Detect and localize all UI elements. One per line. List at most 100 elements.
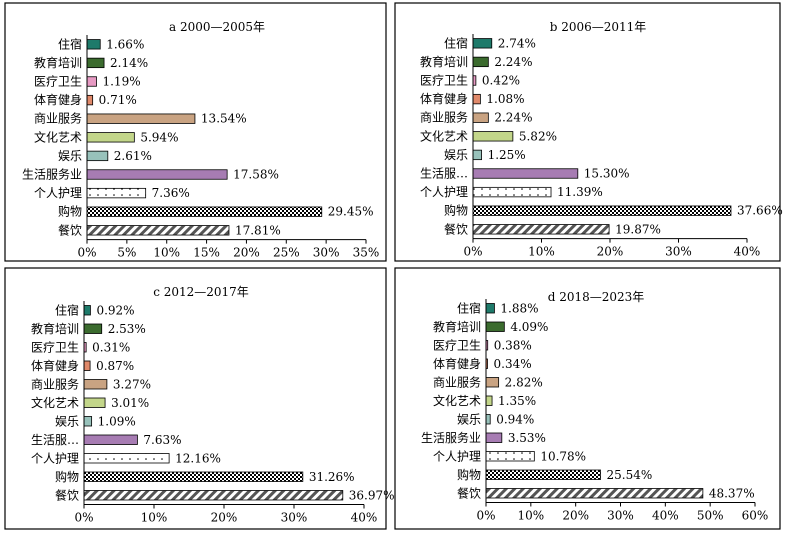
category-label: 娱乐 [457, 412, 481, 426]
category-label: 教育培训 [433, 319, 481, 334]
category-label: 教育培训 [31, 321, 79, 336]
category-label: 个人护理 [31, 451, 79, 465]
panel-b-title: b 2006—2011年 [550, 20, 647, 34]
value-label: 7.63% [143, 433, 181, 447]
bar-p0-1 [86, 57, 105, 69]
value-label: 1.25% [488, 148, 526, 162]
category-label: 商业服务 [420, 110, 468, 125]
x-tick-label: 0% [77, 246, 96, 260]
category-label: 餐饮 [444, 221, 468, 236]
value-label: 2.53% [108, 322, 146, 336]
category-label: 文化艺术 [433, 393, 481, 408]
bar-p3-8 [485, 451, 535, 462]
value-label: 48.37% [709, 486, 755, 500]
panel-d-plot: 住宿 1.88% 教育培训 4.09% 医疗卫生 0.38% 体育健身 0.34% 商业服务 2.… [421, 299, 768, 523]
bar-p1-6 [472, 149, 482, 161]
x-tick-label: 25% [273, 246, 300, 260]
bar-p1-5 [472, 131, 514, 142]
category-label: 个人护理 [433, 449, 481, 463]
category-label: 商业服务 [31, 376, 79, 391]
bar-p2-0 [83, 305, 91, 316]
value-label: 1.35% [498, 394, 536, 408]
category-label: 餐饮 [55, 487, 79, 502]
bar-p0-5 [86, 132, 135, 143]
category-label: 个人护理 [34, 186, 82, 200]
bar-p3-9 [485, 469, 601, 480]
value-label: 25.54% [607, 468, 653, 482]
x-tick-label: 5% [117, 246, 136, 260]
value-label: 0.94% [496, 412, 534, 426]
bar-p3-7 [485, 432, 503, 443]
bar-p0-3 [86, 94, 94, 106]
value-label: 0.38% [494, 338, 532, 352]
x-tick-label: 30% [313, 246, 340, 260]
category-label: 住宿 [457, 300, 481, 315]
value-label: 1.09% [98, 414, 136, 428]
category-label: 文化艺术 [31, 395, 79, 410]
value-label: 0.92% [96, 303, 134, 317]
bar-p3-6 [485, 414, 491, 425]
category-label: 娱乐 [58, 149, 82, 163]
category-label: 个人护理 [420, 185, 468, 199]
value-label: 2.82% [505, 375, 543, 389]
category-label: 医疗卫生 [420, 74, 468, 88]
category-label: 商业服务 [433, 374, 481, 389]
x-tick-label: 0% [463, 245, 482, 259]
x-tick-label: 0% [74, 511, 93, 525]
x-tick-label: 40% [351, 511, 378, 525]
value-label: 2.24% [494, 111, 532, 125]
panel-a-title: a 2000—2005年 [169, 20, 265, 34]
category-label: 教育培训 [420, 54, 468, 69]
bar-p2-10 [83, 490, 344, 501]
value-label: 0.71% [99, 93, 137, 107]
x-tick-label: 30% [281, 511, 308, 525]
bar-p3-0 [485, 303, 495, 314]
value-label: 10.78% [540, 449, 586, 463]
bar-p2-6 [83, 416, 93, 427]
value-label: 0.87% [96, 359, 134, 373]
category-label: 生活服… [420, 167, 468, 181]
category-label: 教育培训 [34, 55, 82, 70]
panel-a-frame [4, 2, 387, 262]
value-label: 29.45% [328, 205, 374, 219]
category-label: 娱乐 [55, 414, 79, 428]
x-tick-label: 60% [742, 509, 769, 523]
bar-p0-4 [86, 113, 196, 124]
category-label: 体育健身 [34, 92, 82, 107]
value-label: 1.08% [486, 92, 524, 106]
bar-p1-1 [472, 56, 489, 68]
x-tick-label: 15% [193, 246, 220, 260]
category-label: 购物 [457, 467, 481, 482]
category-label: 购物 [55, 469, 79, 484]
value-label: 12.16% [175, 451, 221, 465]
bar-p0-0 [86, 39, 101, 50]
bar-p2-1 [83, 323, 103, 334]
panel-c: c 2012—2017年 住宿 0.92% 教育培训 2.53% 医疗卫生 0.31% 体育… [4, 267, 395, 530]
value-label: 1.66% [106, 37, 144, 51]
value-label: 2.24% [494, 55, 532, 69]
panel-d-frame [394, 267, 781, 530]
value-label: 31.26% [309, 470, 355, 484]
value-label: 0.31% [92, 340, 130, 354]
value-label: 2.74% [498, 36, 536, 50]
x-tick-label: 10% [517, 509, 544, 523]
value-label: 37.66% [737, 204, 783, 218]
panel-d: d 2018—2023年 住宿 1.88% 教育培训 4.09% 医疗卫生 0.38% 体育… [394, 267, 781, 530]
x-tick-label: 10% [141, 511, 168, 525]
panel-c-plot: 住宿 0.92% 教育培训 2.53% 医疗卫生 0.31% 体育健身 0.87% 商业服务 3.… [31, 301, 395, 525]
category-label: 体育健身 [31, 358, 79, 373]
panel-c-title: c 2012—2017年 [153, 285, 249, 299]
x-tick-label: 20% [562, 509, 589, 523]
bar-p1-3 [472, 93, 481, 105]
value-label: 5.94% [140, 130, 178, 144]
x-tick-label: 20% [211, 511, 238, 525]
category-label: 生活服务业 [421, 430, 481, 445]
category-label: 餐饮 [58, 222, 82, 237]
value-label: 17.58% [233, 168, 279, 182]
value-label: 3.27% [113, 377, 151, 391]
bar-p3-5 [485, 395, 493, 406]
x-tick-label: 20% [233, 246, 260, 260]
x-tick-label: 35% [353, 246, 380, 260]
value-label: 5.82% [519, 129, 557, 143]
category-label: 体育健身 [420, 91, 468, 106]
